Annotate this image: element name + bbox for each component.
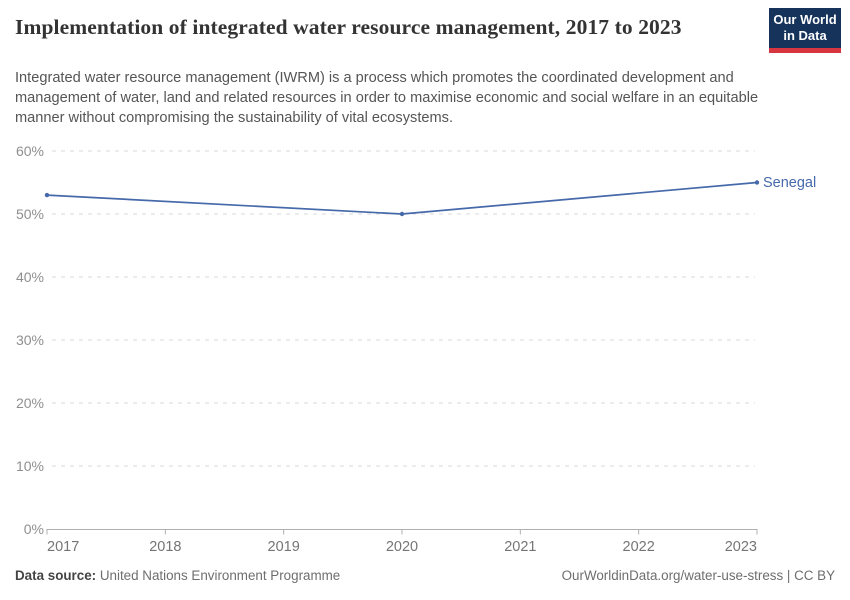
- credit-line[interactable]: OurWorldinData.org/water-use-stress | CC…: [561, 568, 835, 583]
- x-axis-tick-label: 2017: [47, 539, 79, 555]
- x-axis-tick-label: 2022: [623, 539, 655, 555]
- y-axis-tick-label: 50%: [16, 206, 44, 222]
- y-axis-tick-label: 0%: [24, 521, 44, 537]
- logo-line2: in Data: [783, 28, 827, 43]
- data-source: Data source: United Nations Environment …: [15, 568, 340, 583]
- data-source-label: Data source:: [15, 568, 97, 583]
- chart-subtitle: Integrated water resource management (IW…: [15, 70, 759, 126]
- y-axis-tick-label: 60%: [16, 143, 44, 159]
- y-axis-tick-label: 20%: [16, 395, 44, 411]
- data-point: [44, 192, 50, 198]
- series-line-senegal: [46, 181, 758, 215]
- line-chart: 0% 10% 20% 30% 40% 50% 60% 2017 2018 2019 2020 2021…: [0, 140, 850, 560]
- page-title: Implementation of integrated water resou…: [15, 15, 682, 39]
- x-axis-tick-label: 2021: [504, 539, 536, 555]
- chart-footer: Data source: United Nations Environment …: [15, 568, 835, 583]
- data-point: [754, 180, 760, 185]
- data-source-value: United Nations Environment Programme: [96, 568, 341, 583]
- x-axis-tick-label: 2020: [386, 539, 418, 555]
- y-axis-tick-label: 40%: [16, 269, 44, 285]
- line-chart-svg: 0% 10% 20% 30% 40% 50% 60% 2017 2018 2019 2020 2021…: [16, 143, 816, 555]
- x-axis-tick-label: 2023: [725, 539, 757, 555]
- logo-line1: Our World: [773, 12, 837, 27]
- data-point: [399, 211, 405, 217]
- owid-logo[interactable]: Our World in Data: [769, 8, 841, 53]
- series-label: Senegal: [763, 175, 816, 191]
- x-axis-tick-label: 2019: [268, 539, 300, 555]
- x-axis-tick-label: 2018: [149, 539, 181, 555]
- y-axis-tick-label: 10%: [16, 458, 44, 474]
- y-axis-tick-label: 30%: [16, 332, 44, 348]
